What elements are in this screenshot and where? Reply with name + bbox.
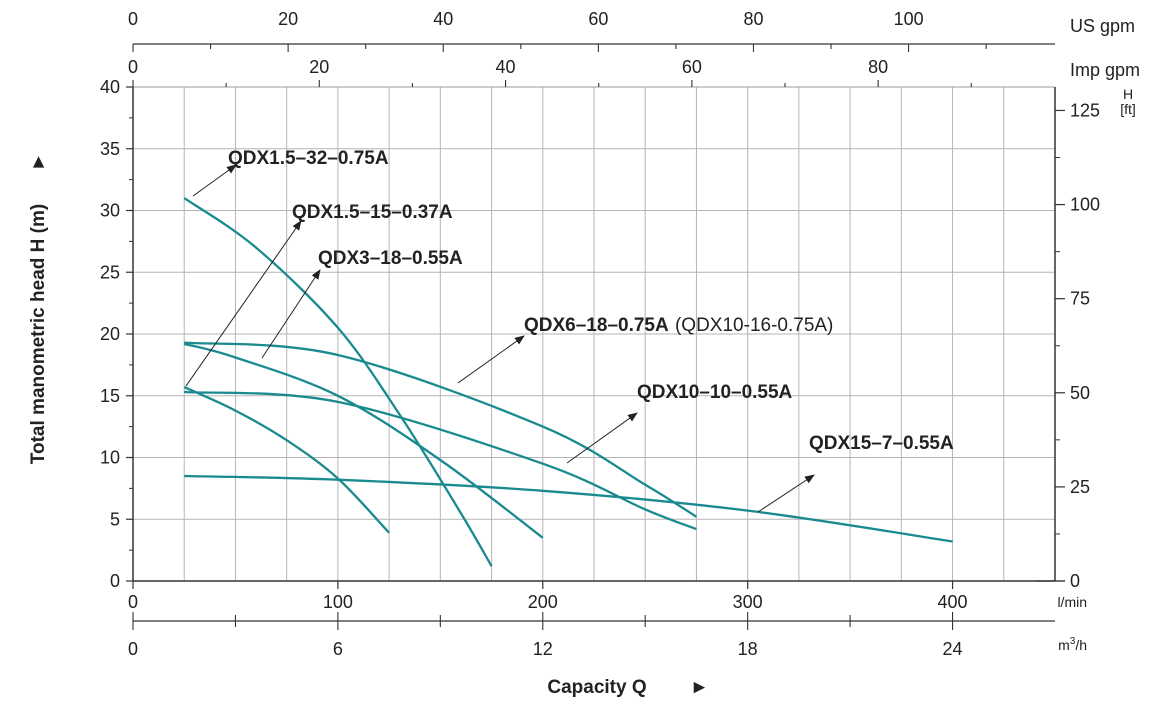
y-tick-label: 35 xyxy=(100,139,120,159)
imp-gpm-tick-label: 40 xyxy=(496,57,516,77)
y-tick-label: 10 xyxy=(100,448,120,468)
series-leader-arrow-3 xyxy=(261,269,321,359)
y-tick-label: 30 xyxy=(100,201,120,221)
series-label-5: QDX10–10–0.55A xyxy=(637,382,793,403)
x-axis-title: Capacity Q xyxy=(547,677,646,698)
series-label-extra-4: (QDX10-16-0.75A) xyxy=(675,315,833,336)
y-tick-label: 15 xyxy=(100,386,120,406)
m3h-tick-label: 24 xyxy=(943,639,963,659)
series-label-6: QDX15–7–0.55A xyxy=(809,433,954,454)
y-axis-title: Total manometric head H (m) xyxy=(28,204,49,464)
ft-tick-label: 50 xyxy=(1070,383,1090,403)
labels-layer: QDX1.5–32–0.75A QDX1.5–15–0.37A QDX3–18–0.… xyxy=(185,148,954,513)
series-curve-2 xyxy=(183,386,390,534)
x-tick-label: 400 xyxy=(938,592,968,612)
lmin-unit-label: l/min xyxy=(1057,594,1087,610)
us-gpm-unit-label: US gpm xyxy=(1070,16,1135,36)
m3h-tick-label: 6 xyxy=(333,639,343,659)
grid-layer xyxy=(133,87,1055,581)
us-gpm-tick-label: 60 xyxy=(588,9,608,29)
series-curve-5 xyxy=(184,390,697,531)
series-label-3: QDX3–18–0.55A xyxy=(318,248,463,269)
series-leader-arrow-1 xyxy=(192,164,237,197)
y-axis-title-arrow: ► xyxy=(28,153,49,172)
us-gpm-tick-label: 20 xyxy=(278,9,298,29)
imp-gpm-tick-label: 60 xyxy=(682,57,702,77)
series-label-1: QDX1.5–32–0.75A xyxy=(228,148,389,169)
m3h-tick-label: 12 xyxy=(533,639,553,659)
y-tick-label: 5 xyxy=(110,509,120,529)
ft-tick-label: 125 xyxy=(1070,100,1100,120)
curves-layer xyxy=(183,197,953,567)
series-label-4: QDX6–18–0.75A xyxy=(524,315,669,336)
y-tick-label: 20 xyxy=(100,324,120,344)
x-axis-title-arrow: ► xyxy=(690,677,709,698)
m3h-tick-label: 0 xyxy=(128,639,138,659)
y-tick-label: 40 xyxy=(100,77,120,97)
series-curve-6 xyxy=(184,474,953,543)
y-tick-label: 25 xyxy=(100,262,120,282)
y-tick-label: 0 xyxy=(110,571,120,591)
series-leader-arrow-2 xyxy=(185,220,302,387)
x-tick-label: 100 xyxy=(323,592,353,612)
ft-tick-label: 25 xyxy=(1070,477,1090,497)
ft-unit-label-bottom: [ft] xyxy=(1120,101,1136,117)
ft-tick-label: 75 xyxy=(1070,289,1090,309)
series-leader-arrow-5 xyxy=(566,412,638,464)
imp-gpm-tick-label: 0 xyxy=(128,57,138,77)
x-tick-label: 200 xyxy=(528,592,558,612)
us-gpm-tick-label: 0 xyxy=(128,9,138,29)
m3h-unit-label: m3/h xyxy=(1058,636,1087,653)
series-label-2: QDX1.5–15–0.37A xyxy=(292,202,453,223)
series-curve-3 xyxy=(183,342,544,539)
x-tick-label: 0 xyxy=(128,592,138,612)
us-gpm-tick-label: 40 xyxy=(433,9,453,29)
imp-gpm-unit-label: Imp gpm xyxy=(1070,60,1140,80)
m3h-tick-label: 18 xyxy=(738,639,758,659)
x-tick-label: 300 xyxy=(733,592,763,612)
ft-tick-label: 0 xyxy=(1070,571,1080,591)
series-leader-arrow-4 xyxy=(457,335,525,384)
us-gpm-tick-label: 100 xyxy=(894,9,924,29)
ft-unit-label-top: H xyxy=(1123,86,1133,102)
ft-tick-label: 100 xyxy=(1070,195,1100,215)
imp-gpm-tick-label: 80 xyxy=(868,57,888,77)
series-leader-arrow-6 xyxy=(757,474,815,513)
imp-gpm-tick-label: 20 xyxy=(309,57,329,77)
us-gpm-tick-label: 80 xyxy=(743,9,763,29)
